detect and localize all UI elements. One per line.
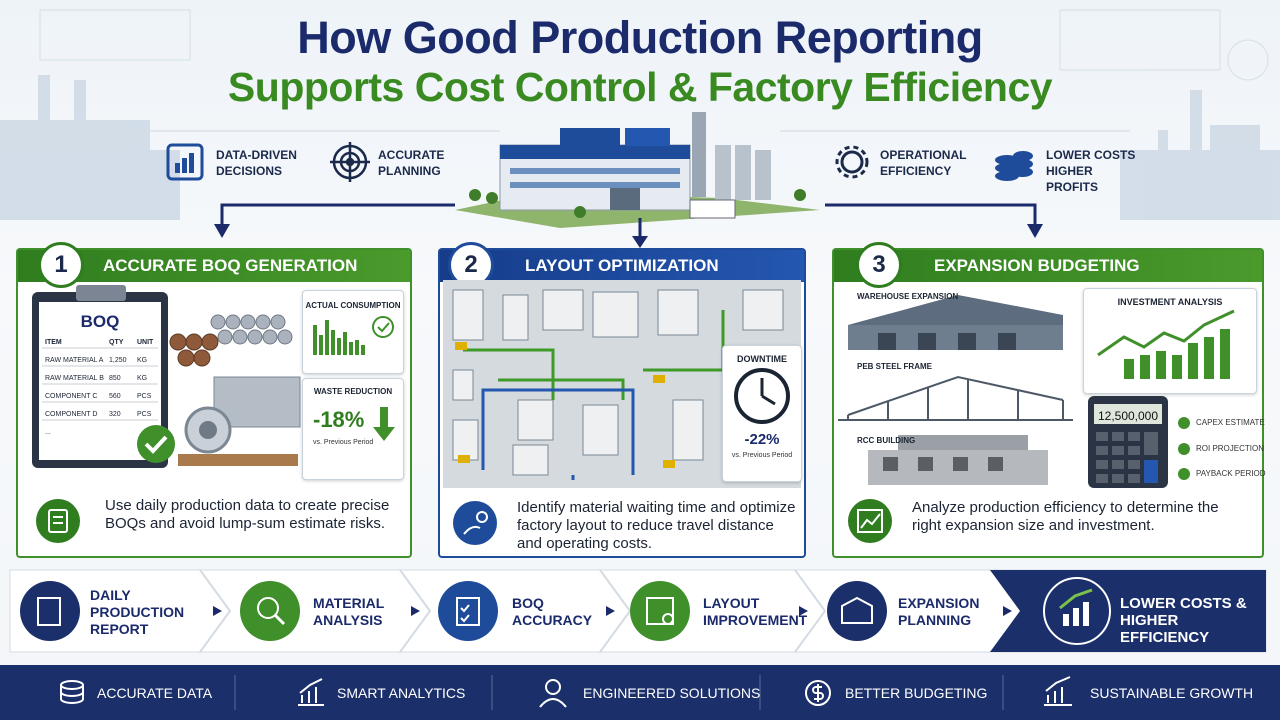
card-label: INVESTMENT ANALYSIS (1117, 297, 1223, 307)
flow-step: EXPANSION PLANNING (898, 595, 980, 628)
legend-icons (1178, 417, 1190, 480)
legend-item: ROI PROJECTION (1196, 444, 1265, 453)
panel-expansion: EXPANSION BUDGETING (832, 248, 1264, 558)
card-label: ACTUAL CONSUMPTION (305, 301, 401, 310)
footer-item: SUSTAINABLE GROWTH (1090, 685, 1254, 701)
downtime-card: DOWNTIME -22% vs. Previous Period (722, 345, 802, 482)
card-label: WASTE REDUCTION (313, 387, 393, 396)
footer-band (0, 665, 1280, 720)
boq-cell: PCS (137, 410, 152, 418)
boq-more: ... (45, 428, 51, 436)
boq-cell: 850 (109, 374, 121, 382)
building-label: PEB STEEL FRAME (857, 362, 932, 371)
panel-description: Identify material waiting time and optim… (517, 499, 796, 552)
boq-table: ITEM QTY UNIT RAW MATERIAL A 1,250 KG RAW MATE… (45, 333, 160, 441)
boq-cell: 1,250 (109, 356, 127, 364)
background-skyline (0, 9, 1280, 220)
consumption-bars (313, 316, 394, 355)
benefit: DATA-DRIVEN DECISIONS (216, 148, 297, 178)
boq-cell: 320 (109, 410, 121, 418)
panel-header: EXPANSION BUDGETING (834, 250, 1262, 282)
analysis-card: INVESTMENT ANALYSIS (1083, 288, 1257, 394)
panel-number: 3 (856, 242, 902, 288)
flow-step: MATERIAL ANALYSIS (313, 595, 385, 628)
boq-row: RAW MATERIAL A 1,250 KG (45, 351, 160, 369)
factory-illustration (214, 112, 1043, 248)
boq-header: UNIT (137, 338, 154, 346)
building-label: RCC BUILDING (857, 436, 916, 445)
calculator-display: 12,500,000 (1097, 409, 1159, 423)
boq-cell: COMPONENT D (45, 410, 98, 418)
consumption-card: ACTUAL CONSUMPTION (302, 290, 404, 374)
panel-description: Use daily production data to create prec… (105, 497, 390, 532)
panel-header: ACCURATE BOQ GENERATION (18, 250, 410, 282)
boq-cell: KG (137, 374, 148, 382)
description-icon (36, 499, 80, 543)
benefit: OPERATIONAL EFFICIENCY (880, 148, 967, 178)
boq-cell: PCS (137, 392, 152, 400)
calculator (1088, 396, 1168, 488)
waste-note: vs. Previous Period (313, 439, 374, 446)
analysis-bars (1097, 309, 1235, 379)
benefit-icons (166, 142, 1033, 182)
boq-cell: KG (137, 356, 148, 364)
panel-number: 1 (38, 242, 84, 288)
boq-cell: 560 (109, 392, 121, 400)
boq-header: QTY (109, 338, 124, 346)
legend-item: CAPEX ESTIMATE (1196, 418, 1265, 427)
waste-card: WASTE REDUCTION -18% vs. Previous Period (302, 378, 404, 480)
boq-title: BOQ (80, 312, 120, 331)
buildings-illustration (838, 295, 1073, 485)
clock (734, 368, 790, 424)
downtime-value: -22% (744, 431, 780, 448)
building-label: WAREHOUSE EXPANSION (857, 292, 959, 301)
title: How Good Production Reporting (297, 12, 983, 63)
footer-item: SMART ANALYTICS (337, 685, 466, 701)
down-arrow (373, 407, 395, 441)
boq-row: COMPONENT C 560 PCS (45, 387, 160, 405)
benefit: ACCURATE PLANNING (378, 148, 445, 178)
boq-row: COMPONENT D 320 PCS (45, 405, 160, 423)
boq-cell: RAW MATERIAL A (45, 356, 104, 364)
flow-step: LAYOUT IMPROVEMENT (703, 595, 808, 628)
downtime-note: vs. Previous Period (731, 452, 793, 459)
waste-value: -18% (313, 407, 365, 432)
boq-header-row: ITEM QTY UNIT (45, 333, 160, 351)
boq-cell: RAW MATERIAL B (45, 374, 104, 382)
boq-row: RAW MATERIAL B 850 KG (45, 369, 160, 387)
flow-step: DAILY PRODUCTION REPORT (90, 587, 185, 637)
boq-cell: COMPONENT C (45, 392, 98, 400)
flow-step: BOQ ACCURACY (512, 595, 593, 628)
boq-header: ITEM (45, 338, 62, 346)
subtitle: Supports Cost Control & Factory Efficien… (227, 64, 1053, 110)
card-label: DOWNTIME (737, 354, 787, 364)
legend-item: PAYBACK PERIOD (1196, 469, 1266, 478)
description-icon (453, 501, 497, 545)
boq-illustration (32, 285, 301, 468)
footer-item: ENGINEERED SOLUTIONS (583, 685, 761, 701)
flow-band (9, 569, 1267, 653)
panel-header: LAYOUT OPTIMIZATION (440, 250, 804, 282)
footer-item: ACCURATE DATA (97, 685, 213, 701)
footer-item: BETTER BUDGETING (845, 685, 988, 701)
flow-result: LOWER COSTS & HIGHER EFFICIENCY (1120, 595, 1247, 646)
panel-description: Analyze production efficiency to determi… (912, 499, 1219, 534)
benefit: LOWER COSTS HIGHER PROFITS (1046, 148, 1136, 194)
description-icon (848, 499, 892, 543)
